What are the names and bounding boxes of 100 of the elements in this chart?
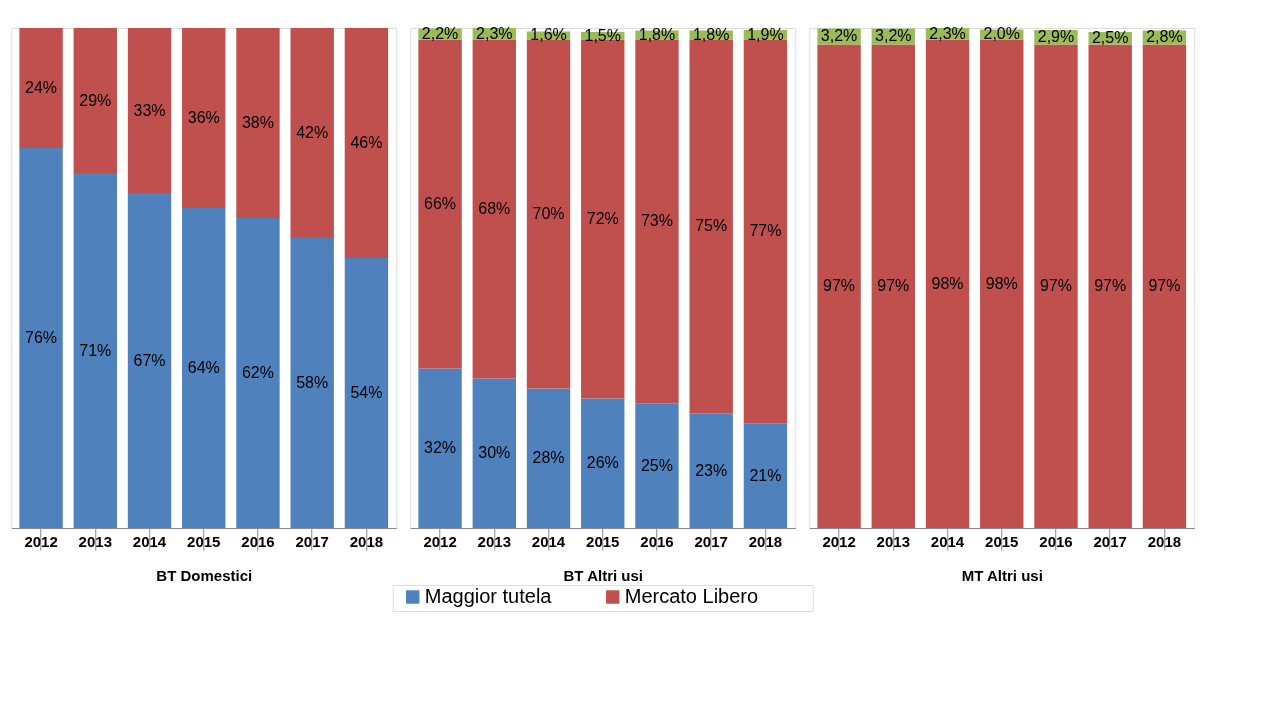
- bar: [127, 28, 172, 193]
- x-axis-title: BT Domestici: [156, 567, 253, 584]
- data-label: 23%: [695, 461, 728, 479]
- data-label: 77%: [749, 222, 782, 240]
- data-label: 70%: [532, 204, 565, 222]
- data-label: 30%: [478, 444, 511, 462]
- legend-label: Mercato Libero: [624, 585, 759, 607]
- x-tick-label: 2017: [295, 532, 329, 550]
- data-label: 2,3%: [476, 24, 513, 42]
- bar: [344, 28, 389, 258]
- data-label: 2,3%: [929, 24, 966, 42]
- data-label: 62%: [241, 364, 274, 381]
- x-tick-label: 2014: [531, 532, 566, 550]
- data-label: 2,0%: [983, 25, 1020, 43]
- data-label: 75%: [695, 217, 728, 235]
- data-label: 33%: [133, 101, 166, 119]
- legend-label: Maggior tutela: [424, 585, 553, 607]
- bar: [871, 44, 915, 528]
- data-label: 24%: [25, 79, 58, 96]
- data-label: 66%: [424, 194, 457, 212]
- bar: [19, 148, 63, 528]
- bar: [581, 398, 625, 528]
- data-label: 1,8%: [638, 25, 676, 43]
- data-label: 2,2%: [421, 24, 459, 42]
- x-tick-label: 2016: [640, 532, 674, 550]
- x-tick-label: 2013: [876, 532, 910, 550]
- data-label: 1,9%: [747, 25, 784, 43]
- data-label: 3,2%: [820, 27, 858, 45]
- x-tick-label: 2012: [423, 532, 457, 550]
- x-axis-title: MT Altri usi: [961, 567, 1043, 584]
- data-label: 46%: [350, 134, 383, 151]
- data-label: 28%: [532, 449, 565, 467]
- data-label: 97%: [1039, 277, 1072, 295]
- x-tick-label: 2016: [241, 532, 275, 550]
- data-label: 72%: [586, 209, 619, 227]
- x-tick-label: 2014: [930, 532, 965, 550]
- bar: [817, 44, 861, 528]
- data-label: 98%: [931, 274, 964, 292]
- data-label: 97%: [823, 277, 856, 295]
- x-tick-label: 2013: [477, 532, 511, 550]
- data-label: 98%: [985, 274, 1018, 292]
- bar: [635, 403, 679, 528]
- bar: [418, 368, 462, 528]
- x-axis-title: BT Altri usi: [563, 567, 643, 584]
- bar: [127, 193, 172, 528]
- x-tick-label: 2012: [822, 532, 856, 550]
- bar: [743, 423, 788, 528]
- data-label: 25%: [640, 456, 673, 474]
- bar: [1034, 44, 1078, 528]
- x-tick-label: 2016: [1039, 532, 1073, 550]
- bar: [689, 413, 733, 528]
- bar: [236, 218, 280, 528]
- x-tick-label: 2017: [1093, 532, 1127, 550]
- data-label: 71%: [79, 341, 112, 359]
- data-label: 54%: [350, 384, 383, 401]
- bar: [472, 378, 516, 528]
- bar: [182, 28, 226, 208]
- x-tick-label: 2015: [985, 532, 1019, 550]
- data-label: 26%: [586, 454, 619, 472]
- data-label: 1,6%: [530, 26, 567, 44]
- x-tick-label: 2018: [349, 532, 384, 550]
- bar: [19, 28, 63, 148]
- bar: [980, 39, 1024, 528]
- x-tick-label: 2013: [78, 532, 112, 550]
- data-label: 97%: [877, 277, 910, 295]
- x-tick-label: 2017: [694, 532, 728, 550]
- data-label: 73%: [640, 212, 673, 230]
- x-tick-label: 2015: [586, 532, 620, 550]
- data-label: 58%: [296, 374, 329, 391]
- data-label: 38%: [241, 114, 274, 131]
- bar: [526, 388, 571, 528]
- bar: [182, 208, 226, 528]
- data-label: 2,5%: [1091, 29, 1129, 47]
- data-label: 1,8%: [692, 25, 730, 43]
- data-label: 67%: [133, 351, 166, 369]
- data-label: 1,5%: [584, 26, 621, 44]
- bar: [290, 28, 334, 238]
- data-label: 2,8%: [1146, 28, 1183, 46]
- bar: [236, 28, 280, 218]
- data-label: 21%: [749, 466, 782, 484]
- data-label: 97%: [1148, 277, 1181, 295]
- bar: [1142, 44, 1187, 528]
- bar: [73, 173, 117, 528]
- x-tick-label: 2018: [748, 532, 783, 550]
- x-tick-label: 2015: [187, 532, 221, 550]
- data-label: 97%: [1094, 277, 1127, 295]
- data-label: 32%: [424, 439, 457, 457]
- data-label: 2,9%: [1037, 28, 1075, 46]
- x-tick-label: 2014: [132, 532, 167, 550]
- bar: [344, 258, 389, 528]
- bar: [472, 39, 516, 379]
- data-label: 76%: [25, 329, 58, 346]
- data-label: 64%: [187, 359, 220, 376]
- data-label: 29%: [79, 91, 112, 109]
- data-label: 36%: [187, 109, 220, 126]
- bar: [290, 238, 334, 528]
- bar: [418, 39, 462, 369]
- bar: [73, 28, 117, 173]
- bar: [1088, 44, 1132, 528]
- bar: [925, 39, 970, 528]
